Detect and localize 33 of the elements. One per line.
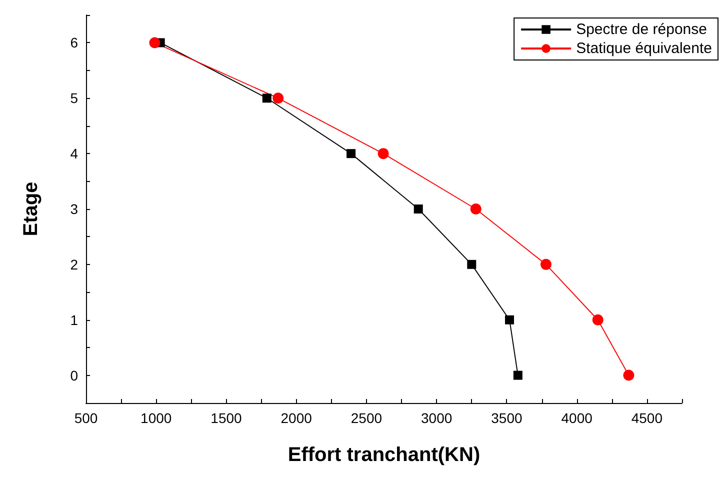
- y-tick-label: 5: [70, 90, 78, 106]
- x-axis-title: Effort tranchant(KN): [288, 444, 480, 466]
- x-tick-label: 3000: [421, 410, 452, 426]
- point: [467, 260, 476, 269]
- x-tick-label: 1500: [210, 410, 242, 426]
- legend-label: Spectre de réponse: [576, 21, 707, 38]
- x-tick-label: 4500: [631, 410, 663, 426]
- point: [149, 37, 160, 48]
- point: [272, 92, 284, 104]
- x-tick-label: 1000: [140, 410, 172, 426]
- point: [346, 149, 356, 158]
- y-tick-label: 2: [70, 256, 78, 272]
- point: [470, 204, 482, 214]
- point: [623, 370, 634, 381]
- x-tick-label: 2500: [350, 410, 382, 426]
- point: [378, 148, 389, 160]
- y-tick-label: 4: [70, 146, 78, 162]
- x-tick-label: 3500: [491, 410, 522, 426]
- point: [513, 370, 522, 380]
- y-axis-title: Etage: [20, 182, 42, 236]
- point: [592, 314, 604, 326]
- point: [540, 258, 552, 270]
- point: [505, 315, 514, 324]
- y-tick-label: 3: [70, 201, 78, 217]
- x-tick-label: 2000: [280, 410, 312, 426]
- point: [262, 94, 272, 103]
- y-tick-label: 0: [70, 367, 78, 384]
- y-tick-label: 1: [70, 312, 78, 328]
- legend-label: Statique équivalente: [576, 40, 712, 57]
- x-tick-label: 4000: [561, 410, 593, 426]
- x-tick-label: 500: [74, 410, 98, 426]
- point: [414, 204, 423, 214]
- y-tick-label: 6: [70, 34, 78, 51]
